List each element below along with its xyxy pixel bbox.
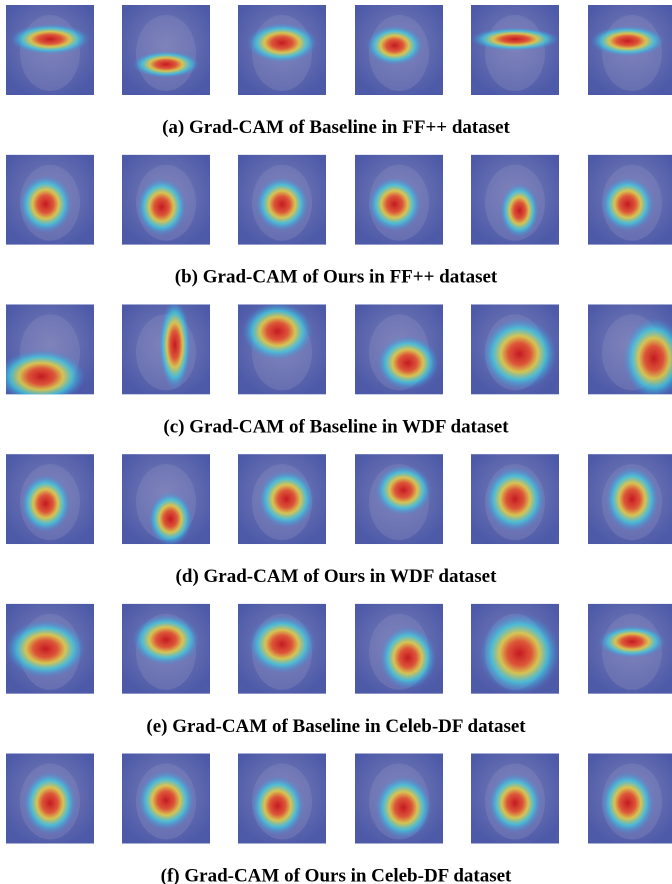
heatmap-blob [159,300,191,390]
heatmap-blob [19,175,72,233]
gradcam-image [6,5,94,95]
figure: (a) Grad-CAM of Baseline in FF++ dataset… [0,0,672,884]
heatmap-blob [368,177,421,231]
gradcam-image [238,303,326,395]
heatmap-blob [10,24,89,55]
gradcam-image [355,604,443,694]
gradcam-image [588,304,672,399]
heatmap-blob [24,772,77,835]
gradcam-image [588,454,672,544]
heatmap-blob [599,625,666,657]
gradcam-image [122,754,210,844]
gradcam-image [122,454,210,546]
gradcam-image [471,5,559,95]
heatmap-blob [606,467,659,532]
gradcam-image [588,604,672,694]
heatmap-blob [21,475,70,533]
gradcam-image [355,155,443,245]
caption: (c) Grad-CAM of Baseline in WDF dataset [163,416,509,437]
gradcam-image [588,754,672,844]
gradcam-image [471,304,559,394]
heatmap-blob [148,492,192,546]
gradcam-image [0,304,94,403]
heatmap-blob [601,177,654,231]
gradcam-image [355,304,443,394]
heatmap-blob [480,613,559,694]
heatmap-blob [242,303,312,361]
heatmap-blob [133,615,200,665]
caption: (b) Grad-CAM of Ours in FF++ dataset [175,267,498,288]
gradcam-image [6,754,94,844]
heatmap-blob [500,184,539,238]
gradcam-image [471,754,559,844]
gradcam-image [122,155,210,245]
gradcam-image [122,5,210,95]
heatmap-blob [137,178,186,236]
face-shape [485,15,545,91]
heatmap-blob [482,318,556,390]
heatmap-blob [6,620,85,678]
heatmap-blob [133,51,200,78]
heatmap-blob [601,772,654,835]
heatmap-blob [375,465,431,515]
heatmap-blob [471,28,559,51]
gradcam-image [238,5,326,95]
heatmap-blob [366,26,422,66]
caption: (a) Grad-CAM of Baseline in FF++ dataset [162,117,510,138]
heatmap-blob [375,776,431,839]
gradcam-image [6,155,94,245]
heatmap-blob [251,776,304,835]
heatmap-blob [485,467,545,532]
heatmap-blob [489,773,542,832]
heatmap-blob [256,177,309,231]
heatmap-blob [380,626,436,689]
heatmap-blob [377,336,439,390]
gradcam-image [471,604,559,694]
caption: (e) Grad-CAM of Baseline in Celeb-DF dat… [146,716,526,737]
heatmap-blob [249,616,316,674]
gradcam-image [238,754,326,844]
gradcam-image [588,5,672,95]
heatmap-blob [258,470,314,528]
heatmap-blob [247,23,317,63]
gradcam-image [6,454,94,544]
gradcam-image [238,155,326,245]
gradcam-image [471,454,559,544]
gradcam-image [588,155,672,245]
gradcam-image [355,454,443,544]
gradcam-image [355,754,443,844]
gradcam-image [6,604,94,694]
gradcam-image [122,604,210,694]
gradcam-image [122,300,210,395]
caption: (f) Grad-CAM of Ours in Celeb-DF dataset [161,866,512,884]
heatmap-blob [138,771,194,830]
gradcam-image [238,454,326,544]
heatmap-blob [591,26,665,57]
heatmap-blob [0,349,85,403]
gradcam-image [355,5,443,95]
gradcam-image [238,604,326,694]
caption: (d) Grad-CAM of Ours in WDF dataset [176,566,498,587]
gradcam-image [471,155,559,245]
